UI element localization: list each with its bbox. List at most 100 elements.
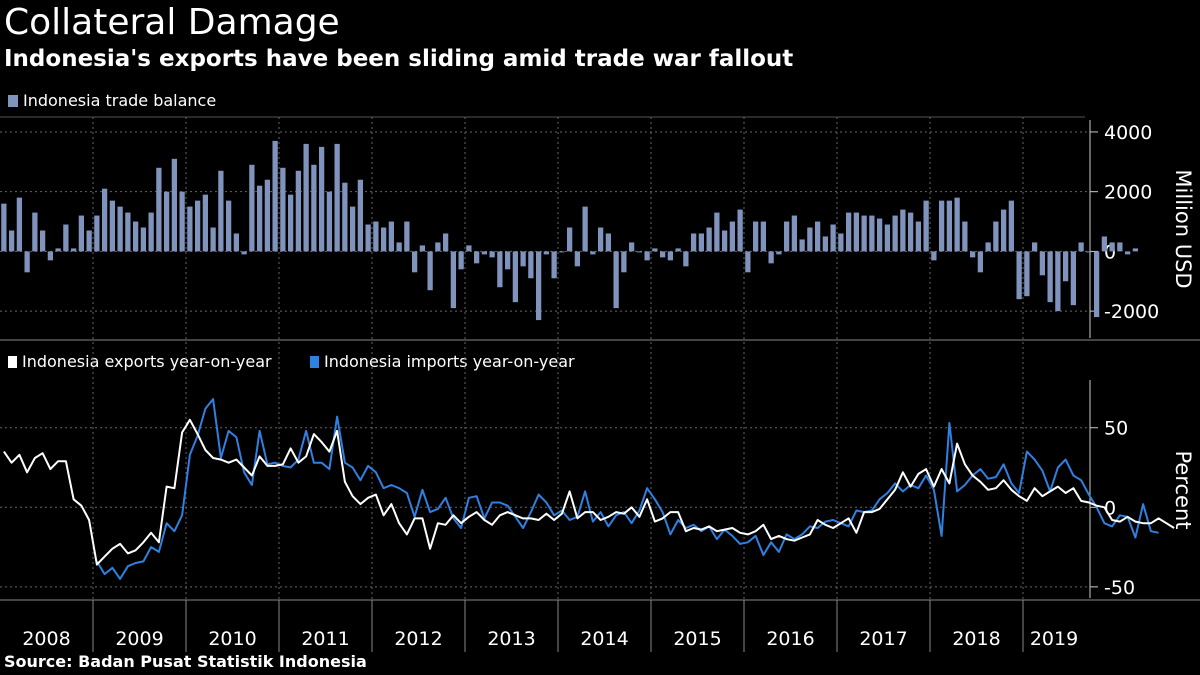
trade-balance-bar <box>822 236 829 252</box>
trade-balance-bar <box>342 182 348 252</box>
trade-balance-bar <box>256 185 263 252</box>
source-note: Source: Badan Pusat Statistik Indonesia <box>4 652 367 671</box>
trade-balance-bar <box>938 200 945 252</box>
trade-balance-bar <box>125 212 131 252</box>
trade-balance-bar <box>295 170 302 252</box>
trade-balance-bar <box>512 251 519 303</box>
x-tick-label-year: 2012 <box>394 628 442 650</box>
trade-balance-bar <box>450 251 457 309</box>
trade-balance-bar <box>915 221 922 252</box>
trade-balance-bar <box>528 251 534 279</box>
trade-balance-bar <box>1039 251 1046 276</box>
trade-balance-bar <box>442 233 449 252</box>
trade-balance-bar <box>884 224 891 252</box>
trade-balance-bar <box>287 194 294 252</box>
trade-balance-bar <box>993 221 999 252</box>
trade-balance-bar <box>845 212 852 252</box>
trade-balance-bar <box>411 251 418 273</box>
trade-balance-bar <box>8 230 15 252</box>
trade-balance-bar <box>311 164 317 252</box>
trade-balance-bar <box>1024 251 1030 297</box>
top-y-axis-label: Million USD <box>1171 169 1195 288</box>
trade-balance-bar <box>791 215 798 252</box>
trade-balance-bar <box>566 227 573 252</box>
trade-balance-bar <box>132 221 139 252</box>
trade-balance-bar <box>1132 248 1139 252</box>
trade-balance-bar <box>272 140 278 252</box>
trade-balance-bar <box>1047 251 1053 303</box>
legend-trade-balance: Indonesia trade balance <box>8 91 216 111</box>
trade-balance-bar <box>303 143 309 252</box>
trade-balance-bar <box>163 191 170 252</box>
trade-balance-bar <box>853 212 860 252</box>
legend-swatch-exports <box>8 356 17 368</box>
trade-balance-bar <box>70 248 77 252</box>
trade-balance-bar <box>1070 251 1077 306</box>
imports-yoy-line <box>96 398 1159 580</box>
legend-exports: Indonesia exports year-on-year <box>8 352 272 372</box>
trade-balance-bar <box>202 194 209 252</box>
trade-balance-bar <box>78 215 85 252</box>
trade-balance-bar <box>652 248 658 252</box>
trade-balance-bar <box>55 248 61 252</box>
trade-balance-bar <box>543 251 550 255</box>
trade-balance-bar <box>473 251 480 264</box>
trade-balance-bar <box>380 227 387 252</box>
trade-balance-bar <box>659 251 666 258</box>
trade-balance-bar <box>86 230 92 252</box>
bottom-y-tick-label: 50 <box>1104 418 1128 440</box>
trade-balance-bar <box>32 212 38 252</box>
trade-balance-bar <box>1101 236 1108 252</box>
x-tick-label-year: 2017 <box>859 628 907 650</box>
trade-balance-bar <box>907 212 914 252</box>
chart-title: Collateral Damage <box>4 2 340 43</box>
bottom-y-tick-label: 0 <box>1104 497 1116 519</box>
trade-balance-bar <box>241 251 247 255</box>
trade-balance-bar <box>582 206 588 252</box>
trade-balance-bar <box>117 206 123 252</box>
trade-balance-bar <box>752 221 759 252</box>
bottom-y-tick-label: -50 <box>1104 577 1135 599</box>
x-tick-label-year: 2016 <box>766 628 814 650</box>
trade-balance-bar <box>16 197 23 252</box>
trade-balance-bar <box>63 224 69 252</box>
trade-balance-bar <box>1055 251 1061 312</box>
trade-balance-bar <box>776 251 782 255</box>
trade-balance-bar <box>1000 209 1007 252</box>
x-tick-label-year: 2015 <box>673 628 721 650</box>
trade-balance-bar <box>504 251 511 270</box>
bottom-y-axis-label: Percent <box>1171 450 1195 529</box>
exports-yoy-line <box>3 418 1175 566</box>
chart-subtitle: Indonesia's exports have been sliding am… <box>4 46 794 72</box>
x-tick-label-year: 2014 <box>580 628 628 650</box>
trade-balance-bar <box>683 251 689 267</box>
trade-balance-bar <box>435 242 441 252</box>
trade-balance-bar <box>1062 251 1069 282</box>
trade-balance-bar <box>388 221 395 252</box>
trade-balance-bar <box>427 251 433 291</box>
trade-balance-bar <box>613 251 619 309</box>
trade-balance-bar <box>1 203 7 252</box>
trade-balance-bar <box>760 221 767 252</box>
trade-balance-bar <box>969 251 976 258</box>
legend-label-imports: Indonesia imports year-on-year <box>324 352 575 371</box>
trade-balance-bar <box>187 206 193 252</box>
trade-balance-bar <box>1078 242 1084 252</box>
trade-balance-bar <box>520 251 526 267</box>
trade-balance-bar <box>962 221 968 252</box>
trade-balance-bar <box>404 221 410 252</box>
trade-balance-bar <box>349 206 356 252</box>
legend-swatch-trade-balance <box>8 95 18 107</box>
trade-balance-bar <box>644 251 650 261</box>
trade-balance-bar <box>892 215 898 252</box>
x-tick-label-year: 2008 <box>22 628 70 650</box>
trade-balance-bar <box>977 251 984 273</box>
trade-balance-bar <box>489 251 495 258</box>
x-tick-label-year: 2018 <box>952 628 1000 650</box>
trade-balance-bar <box>24 251 30 273</box>
x-tick-label-year: 2009 <box>115 628 163 650</box>
legend-label-trade-balance: Indonesia trade balance <box>23 91 217 110</box>
trade-balance-bar <box>94 215 100 252</box>
top-y-tick-label: 4000 <box>1104 122 1152 144</box>
trade-balance-bar <box>47 251 54 261</box>
